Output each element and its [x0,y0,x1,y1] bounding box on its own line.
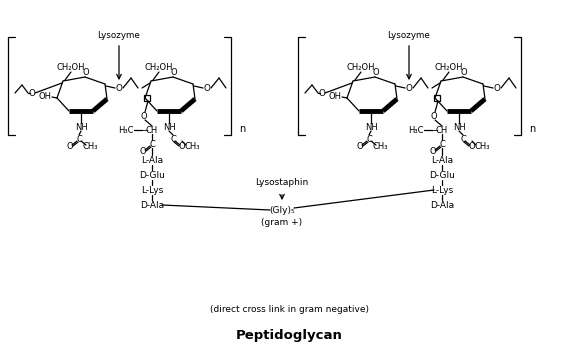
Text: O: O [141,112,147,121]
Text: O: O [116,84,122,93]
Text: CH₂OH: CH₂OH [435,63,463,72]
Text: OH: OH [38,91,52,100]
Text: n: n [529,124,535,134]
Text: H₃C: H₃C [409,126,424,135]
Bar [434,95,440,101]
Text: (Gly)₅: (Gly)₅ [269,206,295,215]
Text: L-Lys: L-Lys [141,185,163,194]
Text: D-Glu: D-Glu [429,171,455,180]
Text: O: O [357,141,363,150]
Text: (direct cross link in gram negative): (direct cross link in gram negative) [210,306,368,315]
Text: O: O [204,84,210,93]
Bar [144,95,150,101]
Text: H₃C: H₃C [119,126,134,135]
Text: L-Ala: L-Ala [141,156,163,165]
Text: O: O [318,89,325,98]
Text: n: n [239,124,245,134]
Text: C: C [76,135,82,144]
Text: D-Ala: D-Ala [430,201,454,210]
Text: —: — [428,125,438,135]
Text: O: O [140,147,146,156]
Text: C: C [366,135,372,144]
Text: CH₂OH: CH₂OH [57,63,85,72]
Text: NH: NH [75,122,87,131]
Text: Lysozyme: Lysozyme [98,31,140,40]
Text: O: O [179,141,185,150]
Text: L-Lys: L-Lys [431,185,453,194]
Text: L-Ala: L-Ala [431,156,453,165]
Text: C: C [460,135,466,144]
Text: CH₃: CH₃ [184,141,200,150]
Text: CH₃: CH₃ [474,141,490,150]
Text: Peptidoglycan: Peptidoglycan [236,328,342,342]
Text: O: O [28,89,35,98]
Text: NH: NH [163,122,175,131]
Text: Lysozyme: Lysozyme [387,31,430,40]
Text: O: O [83,68,89,77]
Text: CH₂OH: CH₂OH [145,63,173,72]
Text: C: C [149,140,155,149]
Text: NH: NH [453,122,466,131]
Text: O: O [468,141,475,150]
Text: O: O [171,68,177,77]
Text: C: C [170,135,176,144]
Text: CH: CH [436,126,448,135]
Text: D-Ala: D-Ala [140,201,164,210]
Text: CH₃: CH₃ [82,141,98,150]
Text: —: — [138,125,148,135]
Text: NH: NH [365,122,378,131]
Text: O: O [373,68,379,77]
Text: O: O [405,84,412,93]
Text: Lysostaphin: Lysostaphin [255,177,309,186]
Text: CH₂OH: CH₂OH [347,63,375,72]
Text: O: O [430,147,437,156]
Text: C: C [439,140,445,149]
Text: (gram +): (gram +) [262,217,303,226]
Text: D-Glu: D-Glu [139,171,165,180]
Text: O: O [461,68,467,77]
Text: CH₃: CH₃ [372,141,388,150]
Text: O: O [431,112,437,121]
Text: O: O [67,141,74,150]
Text: O: O [493,84,500,93]
Text: OH: OH [328,91,342,100]
Text: CH: CH [146,126,158,135]
